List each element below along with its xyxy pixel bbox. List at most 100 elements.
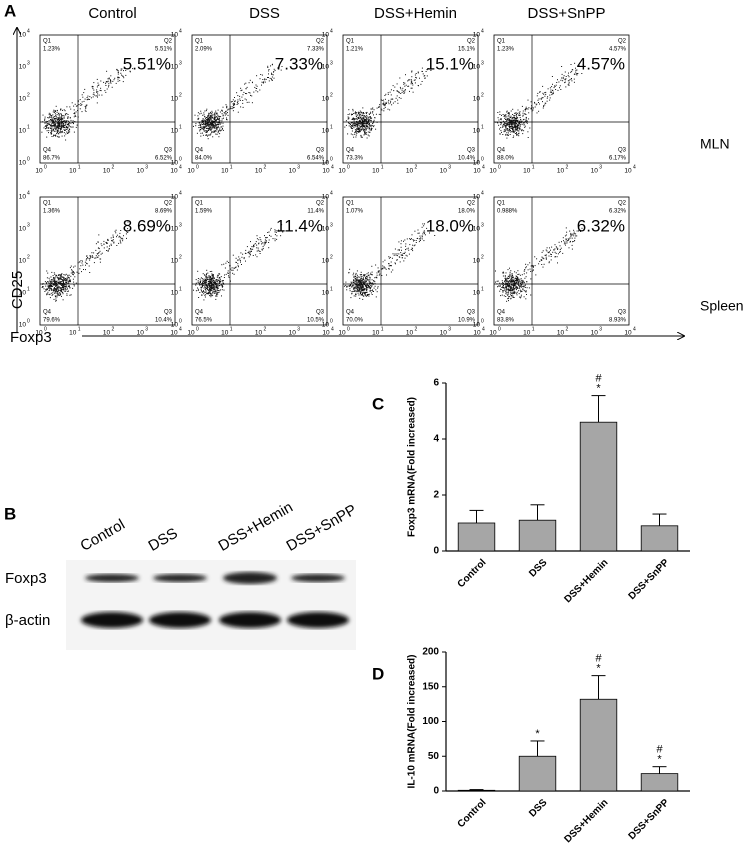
event-dot: [542, 92, 544, 94]
event-dot: [394, 253, 396, 255]
event-dot: [538, 102, 539, 103]
event-dot: [581, 227, 583, 229]
event-dot: [363, 279, 365, 281]
event-dot: [397, 249, 399, 251]
event-dot: [513, 297, 515, 298]
event-dot: [211, 131, 213, 133]
event-dot: [216, 284, 218, 286]
event-dot: [398, 92, 400, 94]
y-tick-base: 10: [473, 258, 481, 265]
event-dot: [227, 272, 229, 274]
event-dot: [381, 109, 383, 111]
event-dot: [423, 75, 425, 77]
event-dot: [508, 118, 510, 120]
event-dot: [66, 113, 68, 114]
event-dot: [69, 267, 71, 269]
event-dot: [404, 257, 406, 259]
event-dot: [47, 286, 49, 288]
event-dot: [60, 126, 62, 128]
event-dot: [387, 101, 389, 103]
event-dot: [60, 116, 62, 118]
event-dot: [93, 82, 95, 84]
event-dot: [98, 94, 100, 96]
event-dot: [570, 232, 572, 234]
event-dot: [403, 240, 404, 242]
event-dot: [413, 245, 415, 247]
event-dot: [516, 120, 518, 122]
event-dot: [215, 120, 217, 122]
event-dot: [365, 115, 367, 117]
event-dot: [385, 93, 387, 95]
event-dot: [227, 270, 229, 272]
event-dot: [370, 129, 372, 131]
event-dot: [566, 238, 567, 240]
event-dot: [564, 235, 566, 237]
event-dot: [114, 230, 116, 232]
event-dot: [210, 287, 212, 289]
event-dot: [358, 289, 360, 291]
event-dot: [98, 84, 100, 86]
event-dot: [210, 119, 212, 121]
event-dot: [60, 108, 62, 110]
event-dot: [49, 279, 51, 281]
event-dot: [370, 111, 372, 113]
event-dot: [571, 248, 573, 250]
event-dot: [85, 259, 87, 261]
event-dot: [205, 118, 207, 120]
event-dot: [65, 285, 67, 287]
event-dot: [525, 120, 527, 122]
event-dot: [97, 85, 99, 86]
event-dot: [67, 128, 69, 130]
event-dot: [276, 235, 278, 237]
event-dot: [228, 276, 230, 278]
event-dot: [45, 289, 46, 291]
event-dot: [526, 272, 528, 274]
event-dot: [55, 300, 57, 302]
event-dot: [235, 257, 237, 259]
event-dot: [503, 124, 505, 126]
event-dot: [63, 283, 65, 284]
event-dot: [523, 281, 525, 283]
event-dot: [504, 116, 506, 118]
event-dot: [55, 127, 57, 129]
event-dot: [57, 119, 59, 121]
event-dot: [354, 129, 356, 131]
event-dot: [110, 79, 111, 81]
event-dot: [48, 290, 50, 292]
event-dot: [73, 281, 75, 283]
event-dot: [54, 292, 56, 294]
event-dot: [271, 72, 272, 74]
event-dot: [64, 279, 66, 280]
event-dot: [53, 284, 55, 286]
event-dot: [543, 258, 545, 260]
event-dot: [514, 124, 516, 126]
event-dot: [519, 117, 521, 119]
y-tick-exp: 3: [179, 60, 182, 66]
quadrant-value: 84.0%: [195, 156, 213, 162]
event-dot: [219, 127, 221, 129]
event-dot: [509, 134, 511, 135]
event-dot: [210, 281, 212, 283]
event-dot: [249, 252, 251, 254]
event-dot: [215, 119, 217, 121]
event-dot: [507, 132, 509, 134]
event-dot: [563, 243, 565, 245]
event-dot: [355, 136, 357, 138]
event-dot: [497, 117, 499, 119]
quadrant-name: Q3: [467, 310, 476, 316]
x-tick-exp: 4: [331, 164, 334, 170]
event-dot: [512, 280, 514, 282]
event-dot: [517, 278, 519, 280]
event-dot: [352, 126, 354, 128]
x-tick-exp: 0: [498, 326, 501, 332]
event-dot: [373, 280, 375, 282]
event-dot: [361, 286, 363, 287]
quadrant-name: Q4: [497, 148, 506, 154]
event-dot: [54, 288, 55, 290]
event-dot: [517, 133, 519, 135]
event-dot: [46, 288, 48, 290]
event-dot: [69, 279, 71, 281]
event-dot: [57, 290, 59, 292]
event-dot: [540, 259, 542, 261]
event-dot: [512, 117, 513, 119]
